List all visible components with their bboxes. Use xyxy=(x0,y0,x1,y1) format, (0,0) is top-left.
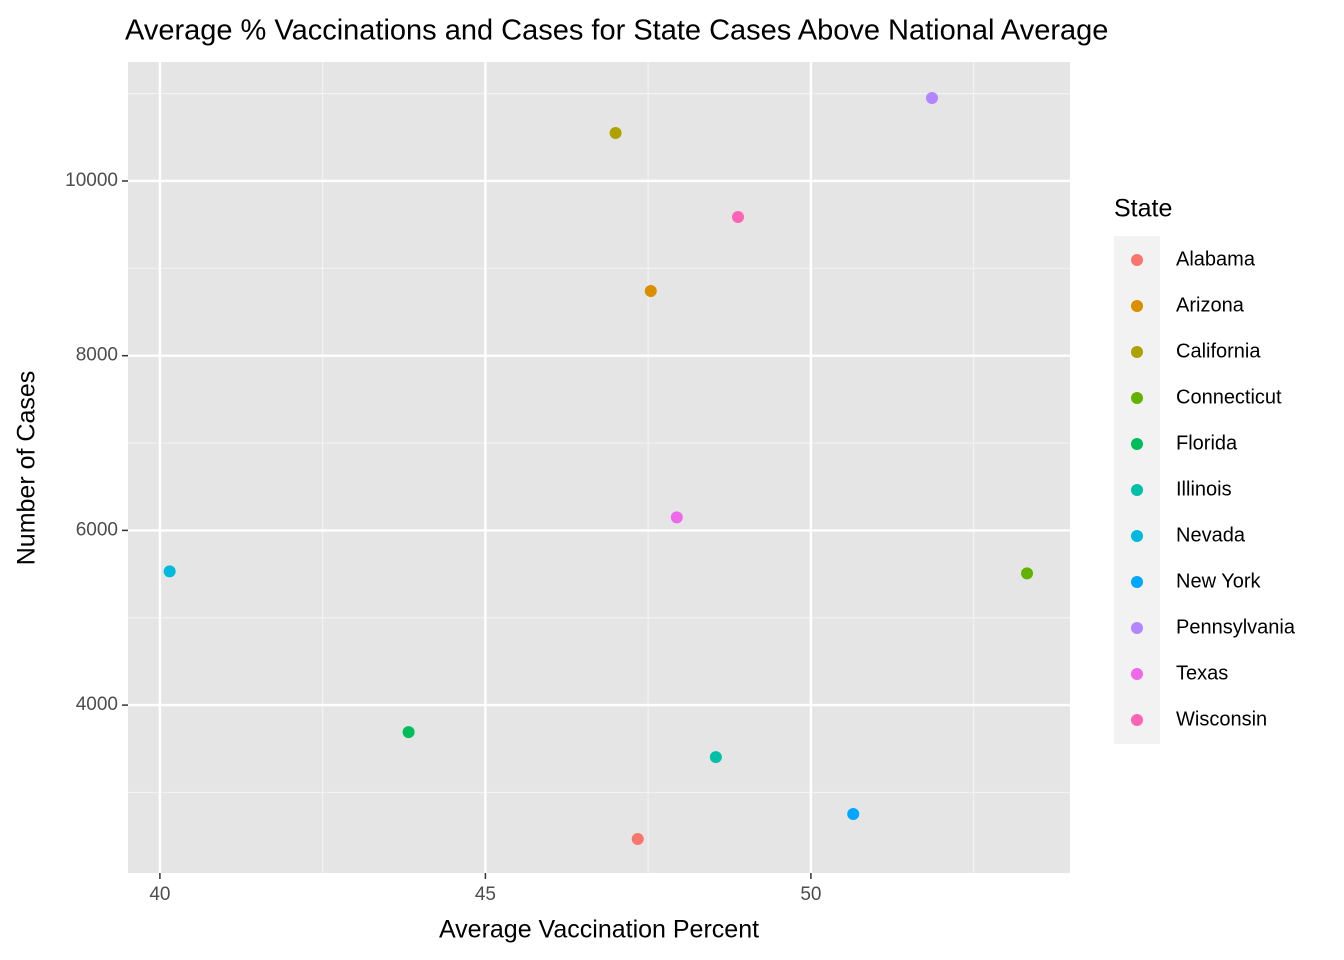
legend-key xyxy=(1131,530,1143,542)
data-point xyxy=(402,726,415,739)
y-tick-label: 4000 xyxy=(76,694,118,715)
data-point xyxy=(709,751,722,764)
legend-label: Florida xyxy=(1176,432,1238,454)
data-point xyxy=(847,808,860,821)
legend-label: New York xyxy=(1176,570,1261,592)
legend-label: Pennsylvania xyxy=(1176,616,1296,638)
plot-area xyxy=(128,62,1070,873)
data-point xyxy=(644,284,657,297)
legend-key xyxy=(1131,254,1143,266)
legend-key xyxy=(1131,714,1143,726)
x-tick-label: 45 xyxy=(475,884,496,905)
x-axis-title: Average Vaccination Percent xyxy=(439,916,759,944)
legend-key xyxy=(1131,484,1143,496)
y-tick-label: 8000 xyxy=(76,345,118,366)
x-tick-label: 40 xyxy=(149,884,170,905)
panel-background xyxy=(128,62,1070,873)
legend-key xyxy=(1131,346,1143,358)
legend-key xyxy=(1131,392,1143,404)
legend-key xyxy=(1131,300,1143,312)
legend-label: Arizona xyxy=(1176,294,1245,316)
legend: Alabama Arizona California Connecticut Flori… xyxy=(1114,236,1296,744)
legend-key xyxy=(1131,622,1143,634)
data-point xyxy=(1021,567,1034,580)
data-point xyxy=(731,210,744,223)
legend-label: Alabama xyxy=(1176,248,1256,270)
legend-label: Wisconsin xyxy=(1176,708,1267,730)
data-point xyxy=(631,833,644,846)
legend-key xyxy=(1131,576,1143,588)
legend-title: State xyxy=(1114,195,1172,223)
y-axis-title: Number of Cases xyxy=(13,371,41,566)
y-tick-label: 10000 xyxy=(65,170,118,191)
legend-label: Texas xyxy=(1176,662,1228,684)
y-tick-label: 6000 xyxy=(76,519,118,540)
data-point xyxy=(925,91,938,104)
x-tick-label: 50 xyxy=(800,884,821,905)
legend-label: Nevada xyxy=(1176,524,1246,546)
legend-label: Connecticut xyxy=(1176,386,1282,408)
legend-key xyxy=(1131,438,1143,450)
data-point xyxy=(163,565,176,578)
data-point xyxy=(670,511,683,524)
legend-label: California xyxy=(1176,340,1261,362)
chart-title: Average % Vaccinations and Cases for Sta… xyxy=(125,15,1108,47)
legend-key xyxy=(1131,668,1143,680)
legend-label: Illinois xyxy=(1176,478,1232,500)
data-point xyxy=(609,127,622,140)
